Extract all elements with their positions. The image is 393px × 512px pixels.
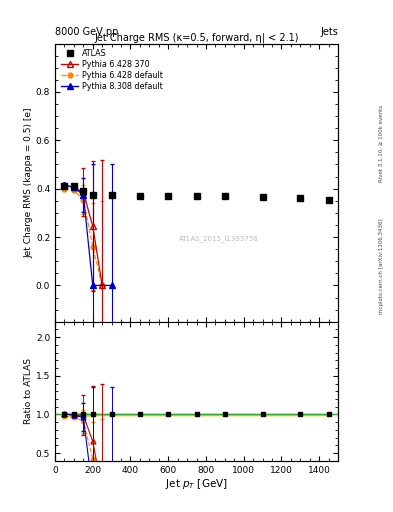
Text: Rivet 3.1.10, ≥ 100k events: Rivet 3.1.10, ≥ 100k events xyxy=(379,105,384,182)
Text: ATLAS_2015_I1393758: ATLAS_2015_I1393758 xyxy=(179,235,259,242)
Y-axis label: Jet Charge RMS (kappa = 0.5) [e]: Jet Charge RMS (kappa = 0.5) [e] xyxy=(24,108,33,258)
Legend: ATLAS, Pythia 6.428 370, Pythia 6.428 default, Pythia 8.308 default: ATLAS, Pythia 6.428 370, Pythia 6.428 de… xyxy=(59,48,165,93)
Text: 8000 GeV pp: 8000 GeV pp xyxy=(55,27,118,37)
Text: Jets: Jets xyxy=(320,27,338,37)
X-axis label: Jet $p_T$ [GeV]: Jet $p_T$ [GeV] xyxy=(165,477,228,492)
Title: Jet Charge RMS (κ=0.5, forward, η| < 2.1): Jet Charge RMS (κ=0.5, forward, η| < 2.1… xyxy=(94,33,299,43)
Text: mcplots.cern.ch [arXiv:1306.3436]: mcplots.cern.ch [arXiv:1306.3436] xyxy=(379,219,384,314)
Y-axis label: Ratio to ATLAS: Ratio to ATLAS xyxy=(24,358,33,424)
